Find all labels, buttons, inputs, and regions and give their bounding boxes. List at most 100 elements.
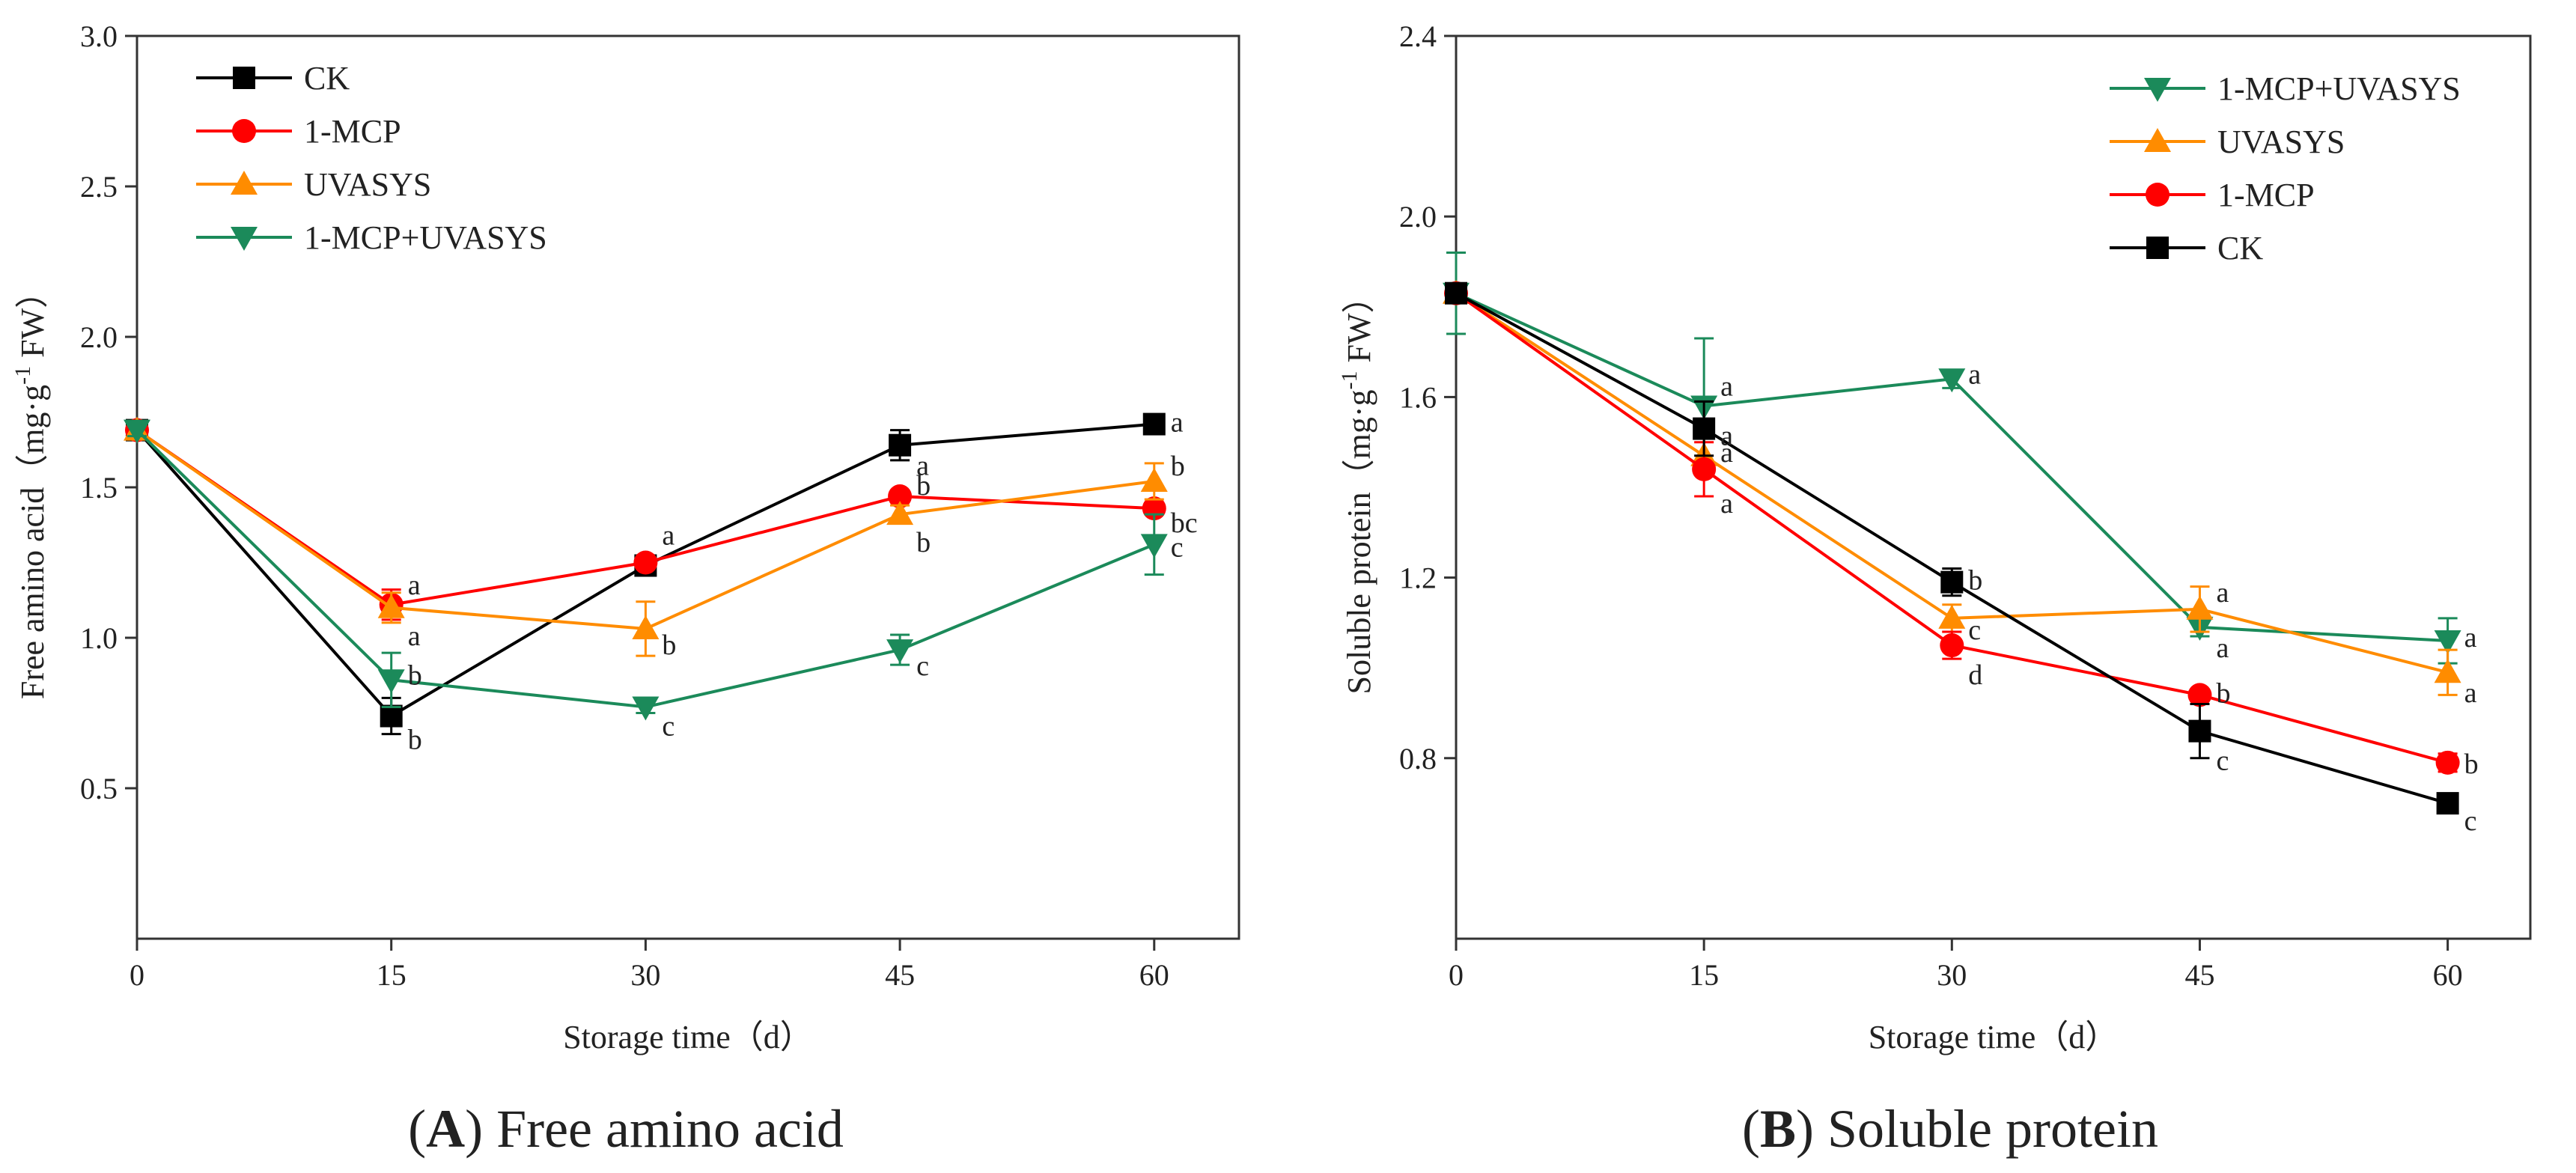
legend-label: CK	[2217, 230, 2263, 266]
y-tick-label: 0.8	[1399, 742, 1437, 776]
significance-letter: b	[916, 527, 931, 558]
legend-marker	[233, 67, 255, 89]
data-point	[377, 594, 405, 618]
data-point	[632, 696, 660, 721]
significance-letter: b	[916, 470, 931, 502]
significance-letter: a	[408, 570, 421, 601]
series-1-mcp-plus-uvasys: a aa a	[1443, 251, 2477, 665]
legend-label: 1-MCP	[304, 113, 401, 150]
legend: CK 1-MCP UVASYS 1-MCP+UVASYS	[196, 60, 547, 256]
legend-item-ck: CK	[2110, 230, 2263, 266]
data-point	[1693, 417, 1716, 440]
significance-letter: a	[1720, 371, 1733, 402]
legend-label: CK	[304, 60, 350, 97]
legend-marker	[231, 227, 258, 251]
significance-letter: a	[1171, 407, 1184, 439]
legend-item-1-mcp: 1-MCP	[2110, 177, 2315, 213]
series-line	[136, 428, 1155, 630]
x-tick-label: 60	[1139, 958, 1169, 992]
significance-letter: a	[2464, 677, 2477, 709]
panel-a-chart: 0 15 30 45 60 0.5 1.0 1.5 2.0 2.5 3.0 Storage time（…	[10, 19, 1240, 1159]
legend-label: UVASYS	[2217, 124, 2345, 160]
y-tick-label: 3.0	[80, 19, 118, 53]
data-point	[1445, 281, 1467, 305]
significance-letter: b	[662, 630, 676, 661]
data-point	[1940, 570, 1964, 594]
significance-letter: a	[1720, 488, 1733, 520]
legend-marker	[2144, 78, 2171, 102]
data-point	[2435, 750, 2460, 775]
y-axis-label: Soluble protein（mg·g-1 FW）	[1337, 281, 1377, 695]
data-point	[632, 615, 660, 639]
significance-letter: a	[408, 621, 421, 652]
x-tick-label: 30	[1937, 958, 1967, 992]
data-point	[2188, 719, 2211, 743]
significance-letter: a	[2464, 622, 2477, 653]
x-tick-label: 0	[1449, 958, 1464, 992]
y-tick-label: 2.5	[80, 170, 118, 204]
x-axis-label: Storage time（d）	[1869, 1019, 2119, 1055]
legend-item-1-mcp-plus-uvasys: 1-MCP+UVASYS	[196, 219, 547, 256]
legend-item-1-mcp: 1-MCP	[196, 113, 401, 150]
x-axis-label: Storage time（d）	[563, 1019, 813, 1055]
legend-marker	[2144, 128, 2171, 152]
significance-letter: a	[662, 520, 675, 552]
data-point	[886, 639, 914, 664]
legend-label: UVASYS	[304, 166, 431, 203]
significance-letter: c	[1171, 531, 1184, 563]
data-point	[1142, 412, 1166, 436]
data-point	[1140, 467, 1168, 492]
significance-letter: c	[2464, 805, 2477, 837]
y-tick-label: 2.0	[80, 320, 118, 354]
x-tick-label: 15	[1689, 958, 1719, 992]
legend-item-ck: CK	[196, 60, 350, 97]
data-point	[886, 501, 914, 525]
data-point	[124, 419, 150, 444]
legend-label: 1-MCP+UVASYS	[304, 219, 547, 256]
significance-letter: bc	[1171, 508, 1198, 539]
series-1-mcp-plus-uvasys: b c c c	[124, 419, 1184, 742]
data-point	[377, 669, 405, 694]
y-tick-label: 1.6	[1399, 380, 1437, 414]
y-tick-label: 1.5	[80, 471, 118, 505]
data-point	[2434, 630, 2461, 655]
significance-letter: b	[1968, 565, 1982, 597]
legend-label: 1-MCP+UVASYS	[2217, 70, 2461, 107]
data-point	[1938, 368, 1966, 393]
x-tick-label: 45	[2184, 958, 2214, 992]
x-tick-label: 45	[885, 958, 915, 992]
data-point	[633, 550, 658, 575]
significance-letter: b	[1171, 451, 1185, 482]
data-point	[2187, 683, 2212, 707]
x-tick-label: 0	[130, 958, 144, 992]
significance-letter: a	[2216, 633, 2229, 664]
legend-marker	[231, 171, 258, 195]
data-point	[2186, 595, 2214, 620]
data-point	[2436, 792, 2459, 815]
y-tick-label: 1.0	[80, 621, 118, 655]
series-uvasys: a bbb	[124, 416, 1185, 661]
significance-letter: a	[916, 451, 929, 482]
legend-item-uvasys: UVASYS	[2110, 124, 2345, 160]
y-tick-label: 0.5	[80, 772, 118, 805]
significance-letter: c	[916, 651, 929, 682]
legend-label: 1-MCP	[2217, 177, 2315, 213]
legend-marker	[2146, 183, 2169, 207]
significance-letter: a	[1720, 421, 1733, 452]
legend-marker	[2146, 237, 2169, 259]
significance-letter: d	[1968, 659, 1982, 691]
significance-letter: b	[2464, 749, 2479, 780]
significance-letter: c	[1968, 615, 1981, 646]
legend-marker	[232, 119, 256, 143]
y-axis-label: Free amino acid（mg·g-1 FW）	[10, 275, 51, 699]
plot-frame	[136, 34, 1240, 940]
legend: 1-MCP+UVASYS UVASYS 1-MCP CK	[2110, 70, 2461, 266]
significance-letter: a	[2216, 577, 2229, 609]
data-point	[888, 484, 913, 509]
y-tick-label: 2.0	[1399, 200, 1437, 234]
x-tick-label: 15	[377, 958, 407, 992]
x-tick-label: 60	[2433, 958, 2463, 992]
series-1-mcp: a d b b	[1444, 281, 2479, 780]
